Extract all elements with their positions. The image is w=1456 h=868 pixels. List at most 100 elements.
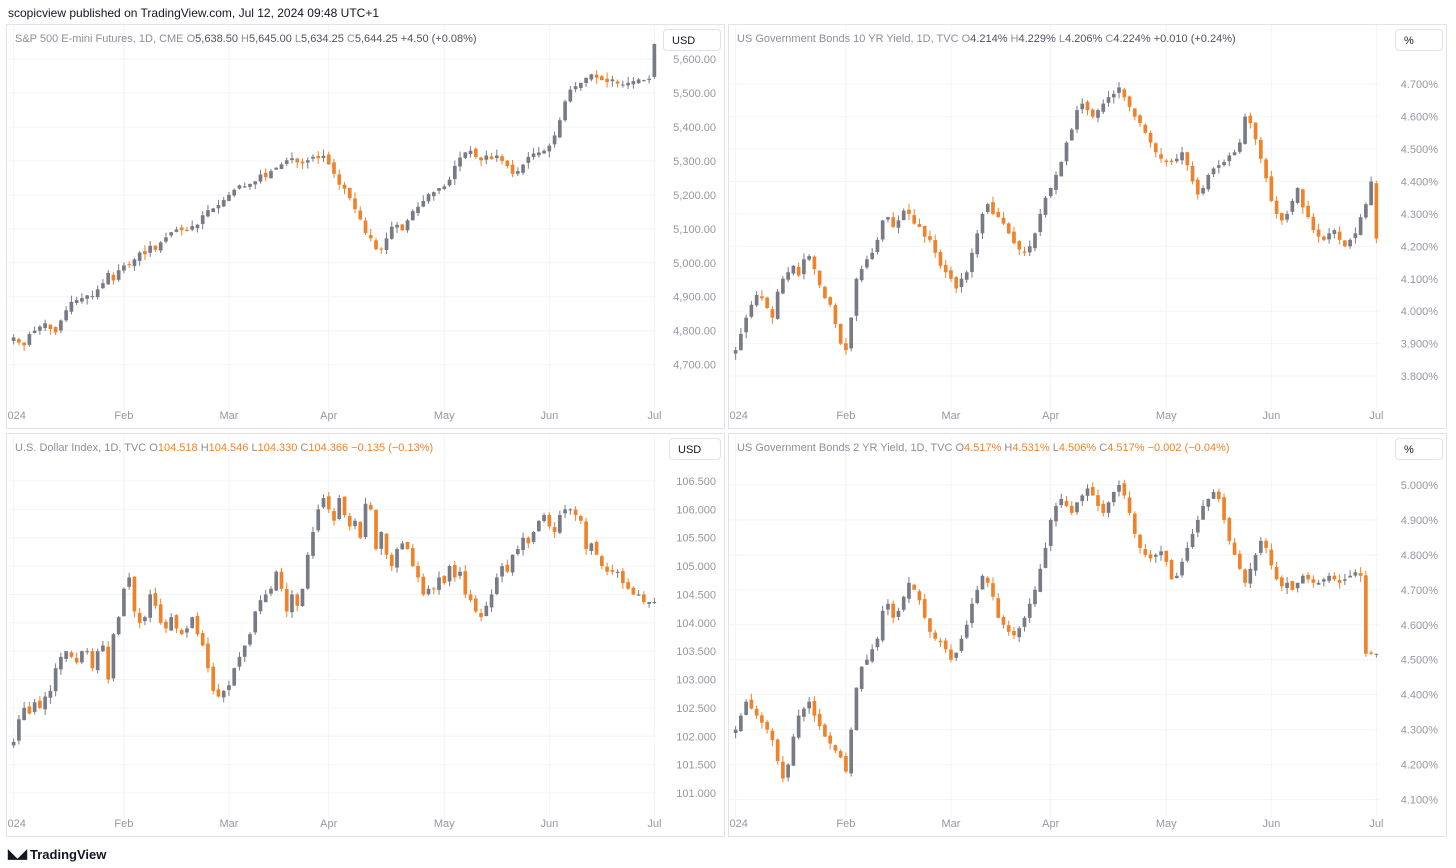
candle [985, 576, 990, 588]
candle [1353, 227, 1358, 244]
candle-body [1111, 93, 1116, 98]
currency-selector[interactable]: USD [663, 29, 721, 51]
candle-body [1022, 251, 1027, 253]
candle-body [865, 659, 869, 665]
chart-dxy[interactable]: 101.000 101.500 102.000 102.500 103.000 103.5… [7, 434, 725, 837]
candle-body [1117, 484, 1121, 492]
footer-brand[interactable]: ◣◢ TradingView [8, 846, 106, 862]
candle [400, 223, 405, 232]
candle-body [865, 259, 869, 268]
candle [652, 43, 657, 80]
open-value: 4.517% [964, 442, 1002, 454]
candle-body [928, 236, 932, 240]
candle [363, 217, 368, 235]
candle [526, 152, 531, 169]
y-tick-label: 4.700% [1401, 79, 1439, 91]
candle [515, 545, 520, 556]
candle-body [1327, 233, 1331, 240]
candle-body [1369, 652, 1373, 654]
candle-body [1059, 162, 1064, 177]
candle [38, 696, 42, 710]
candle [1322, 235, 1326, 242]
open-value: 4.214% [970, 33, 1008, 45]
candle [1006, 620, 1011, 636]
candle-body [1169, 559, 1174, 580]
candle [1001, 211, 1006, 226]
chart-us02y[interactable]: 4.100% 4.200% 4.300% 4.400% 4.500% 4.600% 4.70… [729, 434, 1447, 837]
candle [190, 220, 195, 232]
candle-body [232, 189, 237, 196]
unit-selector[interactable]: % [1395, 29, 1443, 51]
low-value: 5,634.25 [301, 33, 344, 45]
candle [631, 76, 636, 89]
candle [1111, 90, 1116, 104]
candle [389, 552, 394, 572]
y-tick-label: 101.500 [676, 760, 716, 772]
candle [781, 276, 785, 295]
candle [1164, 159, 1169, 167]
close-value: 5,644.25 [354, 33, 398, 45]
candle-body [510, 554, 515, 573]
candle-body [1038, 213, 1043, 233]
candle [1195, 177, 1200, 200]
candle [1248, 112, 1253, 129]
candle [27, 701, 32, 715]
candle [1364, 202, 1368, 220]
candle [563, 99, 567, 122]
candle-body [1222, 162, 1226, 166]
candle-body [1306, 574, 1310, 580]
candle [1248, 562, 1253, 589]
candle-body [1174, 158, 1179, 162]
candle [1096, 489, 1100, 512]
candle [1348, 570, 1352, 578]
candle-body [458, 157, 462, 167]
candle [859, 666, 864, 692]
candle [807, 696, 811, 714]
currency-selector[interactable]: USD [669, 438, 721, 460]
unit-selector[interactable]: % [1395, 438, 1443, 460]
candle [1138, 533, 1142, 554]
candle-body [1043, 547, 1048, 568]
candle-body [1122, 89, 1127, 98]
candle [626, 578, 630, 591]
candle-body [1364, 204, 1368, 218]
candle [269, 586, 273, 597]
y-tick-label: 106.000 [676, 504, 716, 516]
candle [400, 540, 405, 550]
x-tick-label: Feb [114, 818, 133, 830]
candle-body [32, 702, 37, 712]
candle-body [363, 503, 368, 538]
candle-body [1348, 575, 1352, 578]
candle [1237, 138, 1242, 154]
candle-body [896, 220, 901, 228]
x-tick-label: Mar [941, 410, 960, 422]
candle [221, 196, 226, 207]
candle-body [489, 594, 494, 608]
candle [964, 620, 969, 640]
y-tick-label: 4.900% [1401, 515, 1439, 527]
candle-body [1201, 505, 1205, 520]
candle-body [1122, 483, 1127, 496]
candle [164, 232, 168, 244]
candle-body [164, 621, 168, 629]
candle-body [395, 549, 399, 568]
candle-body [1301, 575, 1305, 584]
candle-body [1332, 230, 1337, 235]
candle-body [760, 715, 764, 723]
candle-body [796, 266, 801, 276]
candle [106, 641, 111, 684]
candle-body [907, 582, 911, 599]
candle-body [775, 291, 780, 319]
candle-body [505, 160, 510, 167]
candle-body [80, 298, 84, 302]
candle-body [279, 571, 284, 589]
candle [865, 654, 869, 665]
candle-body [917, 224, 922, 227]
chart-us10y[interactable]: 3.800% 3.900% 4.000% 4.100% 4.200% 4.300% 4.40… [729, 25, 1447, 429]
candle [568, 86, 573, 103]
candle [1106, 501, 1111, 518]
candle [812, 696, 817, 722]
candle [116, 264, 121, 282]
y-tick-label: 4,900.00 [673, 292, 716, 304]
chart-es[interactable]: 4,700.00 4,800.00 4,900.00 5,000.00 5,100.00… [7, 25, 725, 429]
